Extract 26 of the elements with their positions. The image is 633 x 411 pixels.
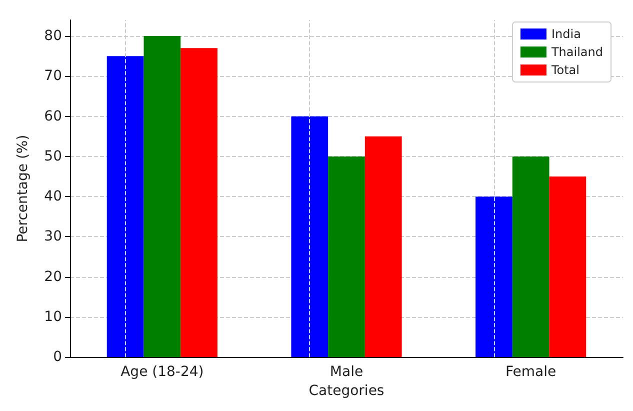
x-tick-label: Age (18-24) xyxy=(120,364,204,380)
bar xyxy=(144,36,181,358)
x-tick-label: Female xyxy=(506,364,556,380)
y-tick-label: 10 xyxy=(44,308,62,325)
x-axis-title: Categories xyxy=(308,383,384,399)
x-tick-label: Male xyxy=(330,364,364,380)
y-tick-label: 50 xyxy=(44,148,62,164)
legend-label: Thailand xyxy=(550,45,604,59)
bar xyxy=(512,156,550,358)
y-tick-label: 20 xyxy=(44,268,62,285)
y-tick-label: 30 xyxy=(44,228,62,245)
bar xyxy=(180,48,218,358)
y-tick-label: 0 xyxy=(53,349,62,366)
bar xyxy=(328,156,365,358)
y-tick-label: 40 xyxy=(44,188,62,205)
y-axis-title: Percentage (%) xyxy=(15,134,31,242)
bar xyxy=(549,176,586,358)
bar xyxy=(364,136,402,358)
legend-label: Total xyxy=(550,63,580,77)
y-tick-label: 80 xyxy=(44,28,62,44)
bar xyxy=(106,56,144,358)
bar xyxy=(476,196,512,358)
legend-label: India xyxy=(551,27,581,41)
y-tick-label: 70 xyxy=(44,68,62,84)
y-tick-label: 60 xyxy=(44,108,62,124)
bar xyxy=(291,116,328,358)
